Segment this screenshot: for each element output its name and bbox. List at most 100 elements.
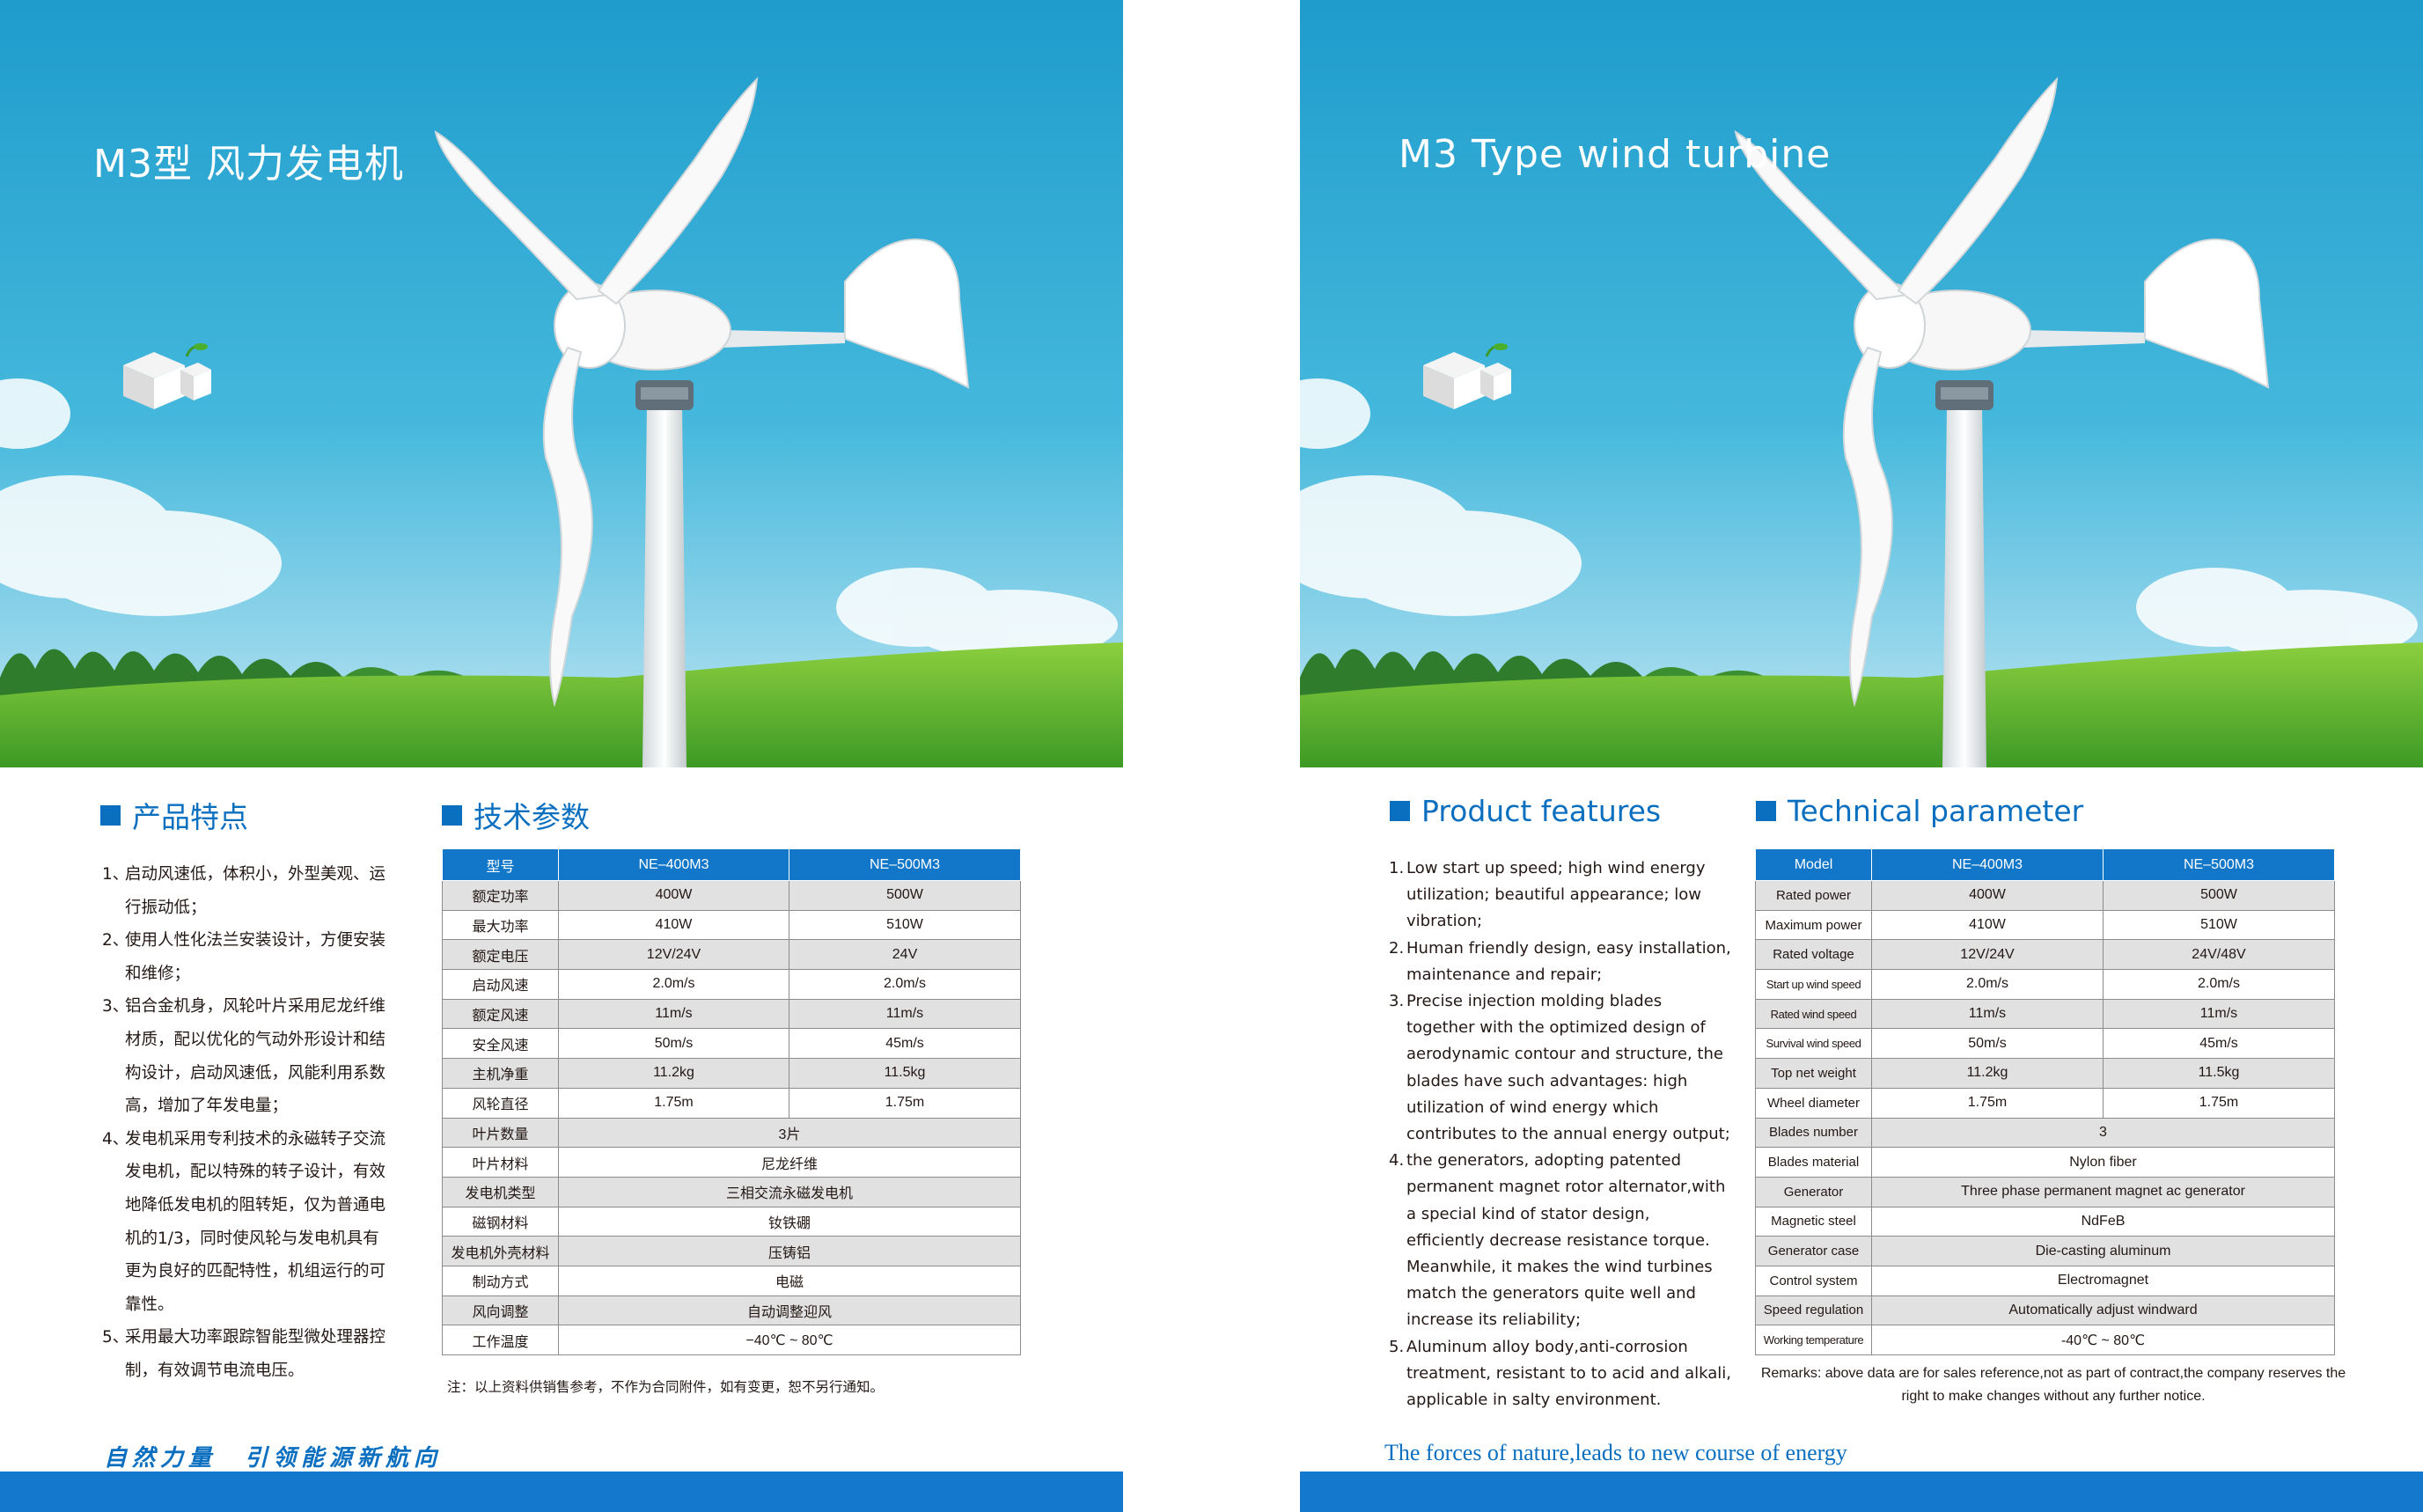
table-cell: 11m/s xyxy=(789,998,1021,1030)
table-row: Blades material Nylon fiber xyxy=(1755,1147,2335,1178)
table-row: Rated wind speed 11m/s 11m/s xyxy=(1755,998,2335,1030)
list-item-number: 5、 xyxy=(102,1328,129,1347)
cube-sprout-icon xyxy=(1423,343,1511,409)
table-cell: 压铸铝 xyxy=(558,1236,1021,1266)
table-cell: 3 xyxy=(1871,1117,2335,1149)
bottom-bar xyxy=(0,1472,1123,1512)
list-item-number: 3、 xyxy=(102,997,129,1017)
features-heading-text: Product features xyxy=(1421,794,1662,828)
table-row: 磁钢材料 钕铁硼 xyxy=(442,1206,1021,1237)
table-cell: 2.0m/s xyxy=(1871,969,2104,1000)
wind-turbine-illustration xyxy=(0,0,1123,767)
brochure-page-english: M3 Type wind turbine Product features 1.… xyxy=(1300,0,2423,1512)
slogan: The forces of nature,leads to new course… xyxy=(1384,1440,1847,1465)
list-item-number: 1. xyxy=(1389,859,1405,877)
list-item-text: Aluminum alloy body,anti-corrosion treat… xyxy=(1406,1337,1731,1410)
table-cell: Rated wind speed xyxy=(1755,998,1872,1030)
table-row: 叶片数量 3片 xyxy=(442,1117,1021,1149)
table-cell: Working temperature xyxy=(1755,1325,1872,1355)
table-cell: Blades material xyxy=(1755,1147,1872,1178)
table-cell: 启动风速 xyxy=(442,969,559,1000)
slogan: 自然力量 引领能源新航向 xyxy=(104,1445,443,1472)
table-row: Top net weight 11.2kg 11.5kg xyxy=(1755,1058,2335,1089)
list-item-text: the generators, adopting patented perman… xyxy=(1406,1151,1726,1330)
table-cell: 安全风速 xyxy=(442,1028,559,1060)
table-row: Start up wind speed 2.0m/s 2.0m/s xyxy=(1755,969,2335,1000)
list-item-text: 发电机采用专利技术的永磁转子交流发电机，配以特殊的转子设计，有效地降低发电机的阻… xyxy=(125,1129,386,1314)
table-cell: 发电机外壳材料 xyxy=(442,1236,559,1266)
table-header-row: 型号 NE–400M3 NE–500M3 xyxy=(442,848,1021,881)
table-row: 发电机类型 三相交流永磁发电机 xyxy=(442,1176,1021,1207)
table-cell: Rated voltage xyxy=(1755,939,1872,971)
list-item-text: Low start up speed; high wind energy uti… xyxy=(1406,859,1706,931)
table-cell: Maximum power xyxy=(1755,909,1872,941)
table-cell: Control system xyxy=(1755,1265,1872,1296)
params-heading-text: Technical parameter xyxy=(1788,794,2084,828)
table-cell: Wheel diameter xyxy=(1755,1087,1872,1119)
table-cell: 45m/s xyxy=(2103,1028,2335,1060)
table-cell: Speed regulation xyxy=(1755,1295,1872,1326)
table-cell: 1.75m xyxy=(789,1087,1021,1119)
list-item: 3. Precise injection molding blades toget… xyxy=(1389,988,1732,1148)
list-item: 4. the generators, adopting patented perm… xyxy=(1389,1148,1732,1333)
table-cell: 1.75m xyxy=(558,1087,789,1119)
table-row: Wheel diameter 1.75m 1.75m xyxy=(1755,1087,2335,1119)
table-header-cell: NE–400M3 xyxy=(1871,848,2104,881)
table-cell: 510W xyxy=(789,909,1021,941)
wind-turbine xyxy=(1734,77,2270,767)
table-header-cell: 型号 xyxy=(442,848,559,881)
table-row: 主机净重 11.2kg 11.5kg xyxy=(442,1058,1021,1089)
table-cell: 制动方式 xyxy=(442,1265,559,1296)
table-cell: 1.75m xyxy=(1871,1087,2104,1119)
table-cell: 磁钢材料 xyxy=(442,1206,559,1237)
list-item: 2、 使用人性化法兰安装设计，方便安装和维修； xyxy=(102,924,393,990)
list-item-number: 5. xyxy=(1389,1337,1405,1356)
hero-banner: M3型 风力发电机 xyxy=(0,0,1123,767)
table-cell: 额定电压 xyxy=(442,939,559,971)
list-item-number: 2、 xyxy=(102,931,129,951)
table-cell: 叶片数量 xyxy=(442,1117,559,1149)
table-cell: Nylon fiber xyxy=(1871,1147,2335,1178)
list-item: 2. Human friendly design, easy installati… xyxy=(1389,936,1732,988)
table-cell: Electromagnet xyxy=(1871,1265,2335,1296)
table-row: 叶片材料 尼龙纤维 xyxy=(442,1147,1021,1178)
table-row: Rated voltage 12V/24V 24V/48V xyxy=(1755,939,2335,971)
table-row: Rated power 400W 500W xyxy=(1755,880,2335,911)
list-item: 1、 启动风速低，体积小，外型美观、运行振动低； xyxy=(102,858,393,924)
list-item-number: 4、 xyxy=(102,1129,129,1149)
list-item: 5. Aluminum alloy body,anti-corrosion tre… xyxy=(1389,1334,1732,1414)
table-cell: 11m/s xyxy=(1871,998,2104,1030)
wind-turbine xyxy=(434,77,970,767)
cube-sprout-icon xyxy=(123,343,211,409)
list-item-text: 启动风速低，体积小，外型美观、运行振动低； xyxy=(125,865,386,917)
table-cell: 12V/24V xyxy=(558,939,789,971)
features-heading: 产品特点 xyxy=(100,794,248,836)
list-item: 1. Low start up speed; high wind energy u… xyxy=(1389,855,1732,936)
list-item: 5、 采用最大功率跟踪智能型微处理器控制，有效调节电流电压。 xyxy=(102,1321,393,1387)
table-cell: 钕铁硼 xyxy=(558,1206,1021,1237)
table-cell: Die-casting aluminum xyxy=(1871,1236,2335,1266)
hero-title: M3型 风力发电机 xyxy=(93,142,404,187)
table-cell: Magnetic steel xyxy=(1755,1206,1872,1237)
table-cell: Blades number xyxy=(1755,1117,1872,1149)
table-row: 制动方式 电磁 xyxy=(442,1265,1021,1296)
table-header-row: Model NE–400M3 NE–500M3 xyxy=(1755,848,2335,881)
square-bullet-icon xyxy=(100,804,121,826)
table-row: Working temperature -40℃ ~ 80℃ xyxy=(1755,1325,2335,1355)
square-bullet-icon xyxy=(1390,801,1410,821)
params-heading: Technical parameter xyxy=(1756,794,2083,828)
table-cell: 风轮直径 xyxy=(442,1087,559,1119)
table-cell: 电磁 xyxy=(558,1265,1021,1296)
table-cell: Generator case xyxy=(1755,1236,1872,1266)
table-cell: 24V xyxy=(789,939,1021,971)
table-note: 注：以上资料供销售参考，不作为合同附件，如有变更，恕不另行通知。 xyxy=(447,1380,885,1395)
table-row: 额定电压 12V/24V 24V xyxy=(442,939,1021,971)
table-row: Blades number 3 xyxy=(1755,1117,2335,1149)
table-cell: 自动调整迎风 xyxy=(558,1295,1021,1326)
table-cell: 额定功率 xyxy=(442,880,559,911)
params-heading-text: 技术参数 xyxy=(474,800,590,834)
table-header-cell: NE–500M3 xyxy=(789,848,1021,881)
table-row: Survival wind speed 50m/s 45m/s xyxy=(1755,1028,2335,1060)
features-heading-text: 产品特点 xyxy=(132,800,248,834)
list-item-text: 使用人性化法兰安装设计，方便安装和维修； xyxy=(125,931,386,983)
